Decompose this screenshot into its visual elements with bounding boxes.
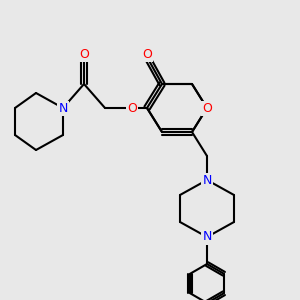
Text: O: O <box>79 47 89 61</box>
Text: N: N <box>58 101 68 115</box>
Text: O: O <box>142 47 152 61</box>
Text: N: N <box>202 230 212 244</box>
Text: O: O <box>202 101 212 115</box>
Text: O: O <box>127 101 137 115</box>
Text: N: N <box>202 173 212 187</box>
